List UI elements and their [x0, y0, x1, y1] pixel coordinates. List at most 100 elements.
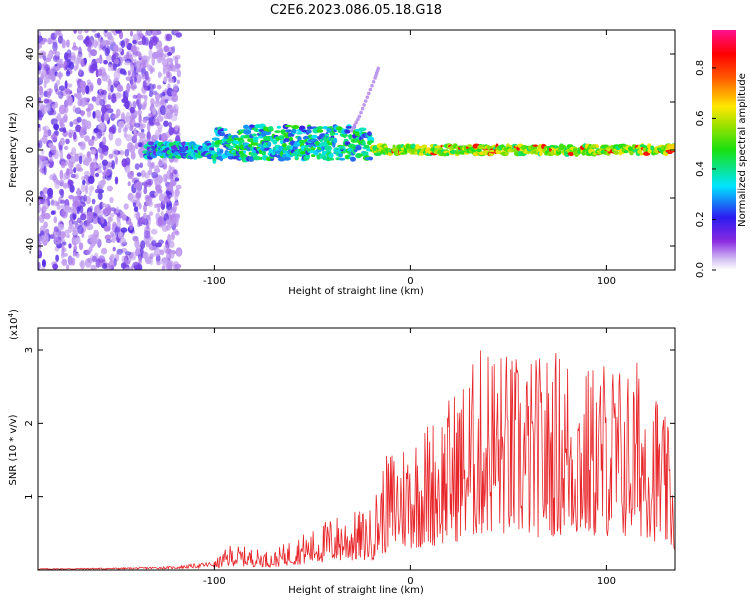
heatmap-cell — [123, 103, 130, 108]
heatmap-cell — [110, 84, 114, 93]
heatmap-cell — [47, 193, 53, 200]
heatmap-cell — [157, 216, 164, 226]
heatmap-cell — [139, 137, 147, 142]
heatmap-cell — [99, 202, 103, 211]
heatmap-cell — [166, 253, 172, 260]
heatmap-cell — [74, 93, 77, 98]
snr-x-tick-label: 100 — [597, 576, 616, 587]
heatmap-cell — [76, 187, 81, 197]
heatmap-cell — [319, 138, 323, 143]
heatmap-cell — [172, 30, 180, 33]
heatmap-cell — [150, 98, 155, 106]
heatmap-cell — [98, 180, 105, 189]
heatmap-cell — [356, 117, 360, 122]
heatmap-cell — [283, 137, 291, 142]
heatmap-cell — [165, 261, 173, 270]
heatmap-cell — [243, 129, 252, 135]
heatmap-cell — [45, 228, 50, 235]
heatmap-cell — [148, 141, 155, 146]
heatmap-cell — [311, 134, 318, 139]
heatmap-cell — [98, 262, 104, 267]
heatmap-cell — [175, 55, 181, 60]
heatmap-cell — [67, 179, 74, 186]
heatmap-cell — [65, 138, 70, 145]
heatmap-cell — [151, 240, 156, 247]
heatmap-cell — [155, 164, 160, 174]
heatmap-cell — [166, 57, 173, 62]
snr-frame — [37, 327, 676, 571]
heatmap-cell — [236, 147, 240, 152]
heatmap-cell — [155, 92, 161, 102]
heatmap-cell — [126, 51, 130, 61]
heatmap-cell — [64, 229, 72, 234]
heatmap-cell — [368, 156, 373, 161]
heatmap-cell — [113, 77, 120, 85]
heatmap-cell — [69, 121, 74, 127]
colorbar-tick-label: 0.2 — [695, 212, 706, 228]
heatmap-cell — [114, 156, 118, 165]
heatmap-cell — [136, 60, 140, 70]
heatmap-cell — [143, 212, 147, 219]
heatmap-cell — [38, 110, 43, 121]
heatmap-cell — [60, 199, 66, 204]
heatmap-cell — [140, 240, 146, 249]
colorbar-label: Normalized spectral amplitude — [737, 73, 748, 227]
colorbar-gradient — [712, 30, 736, 270]
heatmap-cell — [163, 45, 170, 53]
heatmap-cell — [56, 204, 61, 210]
heatmap-cell — [161, 265, 165, 270]
heatmap-cell — [138, 142, 143, 148]
heatmap-cell — [146, 130, 151, 141]
heatmap-cell — [52, 41, 58, 52]
heatmap-cell — [149, 105, 153, 112]
heatmap-cell — [142, 80, 147, 89]
heatmap-cell — [82, 223, 87, 233]
heatmap-cell — [151, 36, 158, 46]
snr-y-label: SNR (10 * v/v) — [8, 414, 19, 485]
heatmap-cell — [267, 141, 272, 148]
heatmap-cell — [38, 70, 43, 75]
heatmap-cell — [169, 78, 175, 84]
heatmap-cell — [554, 145, 558, 149]
heatmap-cell — [132, 202, 137, 208]
snr-x-tick-label: 0 — [407, 576, 413, 587]
heatmap-cell — [97, 168, 103, 174]
heatmap-cell — [59, 179, 65, 187]
heatmap-cell — [39, 238, 45, 245]
spectrogram-x-tick-label: -100 — [203, 276, 226, 287]
heatmap-cell — [157, 56, 163, 62]
heatmap-cell — [91, 234, 98, 245]
heatmap-cell — [367, 140, 374, 144]
spectrogram-x-ticks: -100 0 100 — [203, 30, 616, 287]
heatmap-cell — [130, 151, 136, 160]
heatmap-cell — [280, 139, 284, 145]
heatmap-cell — [351, 126, 356, 130]
heatmap-cell — [367, 91, 371, 96]
heatmap-cell — [62, 174, 68, 181]
heatmap-cell — [80, 126, 87, 136]
heatmap-cell — [57, 239, 61, 244]
heatmap-cell — [38, 204, 41, 214]
heatmap-cell — [163, 120, 169, 127]
heatmap-cell — [75, 124, 82, 133]
heatmap-cell — [101, 247, 108, 255]
heatmap-cell — [323, 135, 331, 142]
heatmap-cell — [306, 129, 312, 134]
heatmap-cell — [80, 213, 87, 221]
heatmap-cell — [76, 53, 83, 62]
heatmap-cell — [55, 30, 62, 36]
heatmap-cell — [115, 137, 122, 147]
heatmap-cell — [168, 64, 173, 69]
heatmap-cell — [67, 52, 72, 61]
heatmap-cell — [98, 43, 103, 51]
heatmap-cell — [52, 173, 57, 179]
heatmap-cell — [136, 109, 143, 115]
heatmap-cell — [101, 159, 108, 166]
heatmap-cell — [137, 32, 142, 41]
heatmap-cell — [219, 148, 224, 154]
heatmap-cell — [84, 184, 89, 194]
heatmap-cell — [161, 257, 169, 263]
heatmap-cell — [77, 30, 83, 35]
heatmap-cell — [130, 64, 135, 73]
heatmap-cell — [87, 103, 94, 111]
